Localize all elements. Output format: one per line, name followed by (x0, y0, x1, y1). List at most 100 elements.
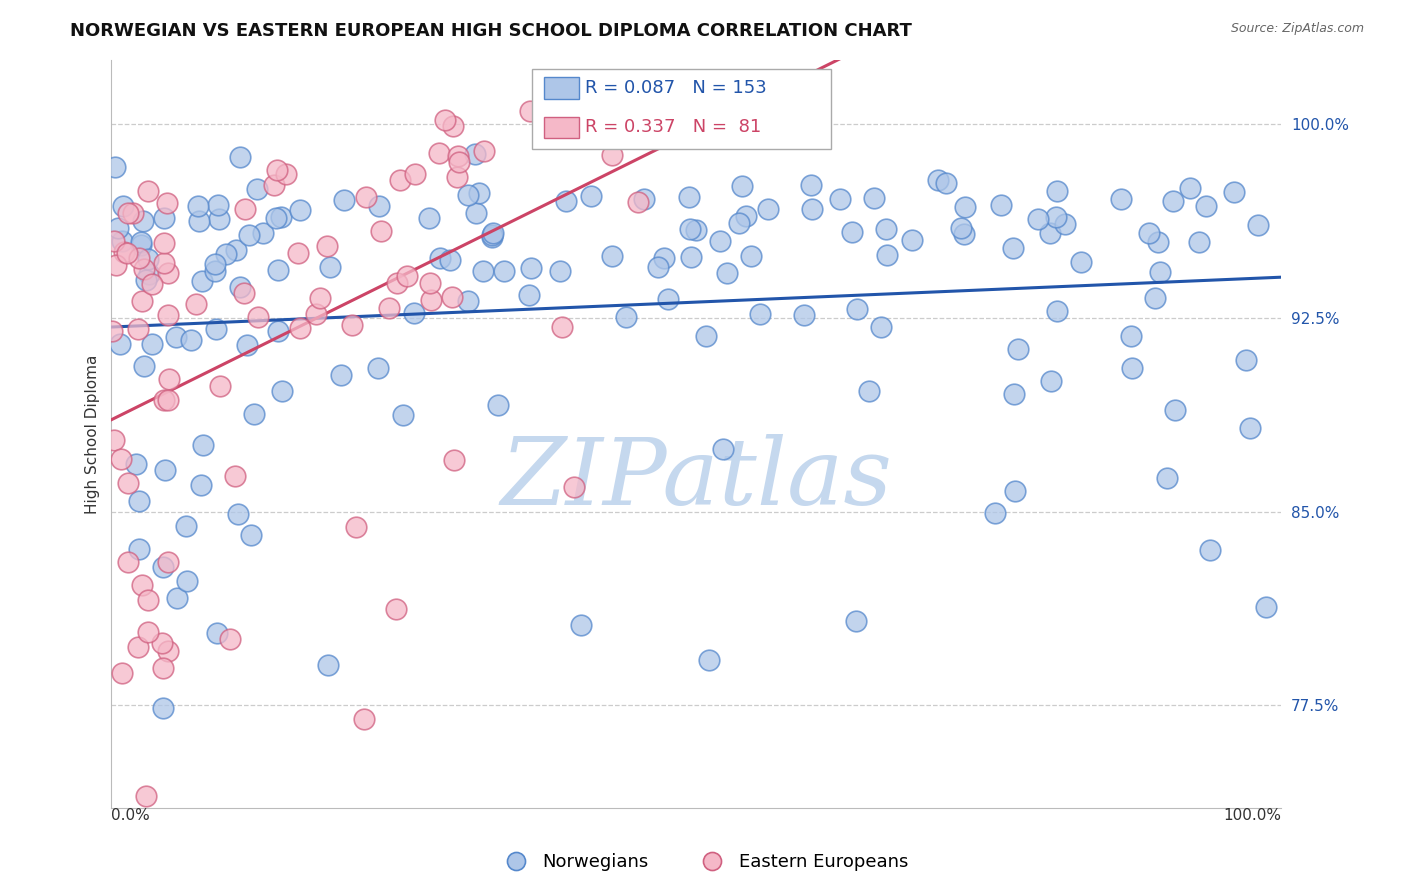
Point (875, 222, 897, 236)
Point (174, 519, 197, 533)
Point (176, 574, 198, 589)
Text: ZIPatlas: ZIPatlas (501, 434, 893, 524)
Point (333, 193, 356, 207)
Point (117, 205, 139, 219)
Point (1161, 194, 1184, 208)
Point (385, 276, 408, 290)
Point (1040, 374, 1063, 388)
Point (657, 292, 679, 306)
Point (581, 189, 603, 203)
Point (141, 277, 163, 292)
Point (132, 261, 155, 276)
Point (1188, 235, 1211, 249)
Point (180, 334, 202, 348)
Point (136, 624, 159, 639)
Point (305, 307, 328, 321)
Point (243, 407, 266, 421)
Point (427, 145, 450, 160)
Point (709, 234, 731, 248)
Point (122, 206, 145, 220)
Point (136, 593, 159, 607)
Point (1156, 471, 1178, 485)
Text: NORWEGIAN VS EASTERN EUROPEAN HIGH SCHOOL DIPLOMA CORRELATION CHART: NORWEGIAN VS EASTERN EUROPEAN HIGH SCHOO… (70, 22, 912, 40)
Point (697, 653, 720, 667)
Point (457, 293, 479, 308)
Point (368, 199, 391, 213)
Point (125, 457, 148, 471)
Point (1070, 255, 1092, 269)
Point (190, 478, 212, 492)
Point (446, 170, 468, 185)
Point (1121, 361, 1143, 376)
Point (152, 661, 174, 675)
Point (1164, 403, 1187, 417)
Point (117, 556, 139, 570)
Point (950, 221, 973, 235)
Point (1046, 184, 1069, 198)
Point (378, 301, 401, 316)
Point (1045, 210, 1067, 224)
Point (131, 578, 153, 592)
FancyBboxPatch shape (544, 77, 579, 98)
Text: R = 0.087   N = 153: R = 0.087 N = 153 (585, 79, 766, 97)
Point (1247, 218, 1270, 232)
Point (863, 191, 886, 205)
Point (481, 228, 503, 243)
Point (187, 214, 209, 228)
Point (135, 272, 157, 286)
Point (152, 701, 174, 715)
Point (418, 211, 440, 225)
Point (270, 384, 292, 398)
Point (569, 618, 592, 632)
Point (443, 452, 465, 467)
Point (517, 288, 540, 302)
Point (186, 297, 208, 311)
Point (117, 475, 139, 490)
Point (1137, 227, 1160, 241)
Point (236, 337, 259, 351)
Point (353, 712, 375, 726)
Point (340, 318, 363, 333)
Point (756, 202, 779, 216)
Legend: Norwegians, Eastern Europeans: Norwegians, Eastern Europeans (491, 847, 915, 879)
Point (157, 308, 180, 322)
Point (876, 248, 898, 262)
Point (481, 226, 503, 240)
Point (935, 176, 957, 190)
Point (226, 507, 249, 521)
Point (156, 644, 179, 658)
Point (1109, 192, 1132, 206)
Point (157, 555, 180, 569)
Point (647, 260, 669, 274)
Point (152, 560, 174, 574)
Point (538, 104, 561, 119)
Point (238, 227, 260, 242)
Point (129, 235, 152, 249)
Point (233, 202, 256, 217)
Point (488, 398, 510, 412)
Point (157, 392, 180, 407)
Point (494, 264, 516, 278)
Point (846, 302, 869, 317)
Point (449, 154, 471, 169)
Point (132, 214, 155, 228)
Point (150, 636, 173, 650)
Point (132, 359, 155, 374)
Text: Source: ZipAtlas.com: Source: ZipAtlas.com (1230, 22, 1364, 36)
Point (731, 178, 754, 193)
Point (111, 665, 134, 680)
Point (108, 337, 131, 351)
Point (605, 104, 627, 119)
Point (214, 246, 236, 260)
Point (990, 198, 1012, 212)
Point (464, 147, 486, 161)
Point (1046, 304, 1069, 318)
Point (800, 178, 823, 192)
Point (128, 251, 150, 265)
Point (441, 119, 464, 133)
Point (420, 293, 443, 307)
Point (204, 264, 226, 278)
Point (128, 541, 150, 556)
Point (740, 249, 762, 263)
Point (793, 308, 815, 322)
